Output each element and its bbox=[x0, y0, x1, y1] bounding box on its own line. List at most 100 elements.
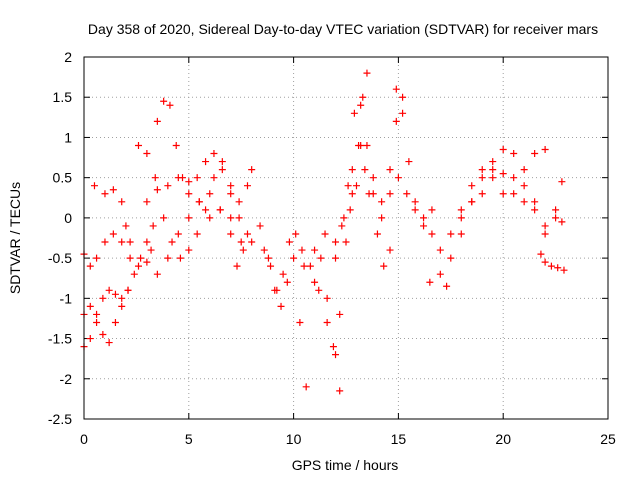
data-point bbox=[277, 302, 285, 310]
data-point bbox=[86, 262, 94, 270]
data-point bbox=[392, 85, 400, 93]
data-point bbox=[248, 238, 256, 246]
series-arc-10 bbox=[260, 230, 344, 395]
data-point bbox=[101, 190, 109, 198]
data-point bbox=[394, 174, 402, 182]
series-arc-18 bbox=[537, 250, 568, 274]
data-point bbox=[235, 214, 243, 222]
data-point bbox=[357, 101, 365, 109]
data-point bbox=[510, 150, 518, 158]
data-point bbox=[227, 190, 235, 198]
series-arc-15 bbox=[426, 146, 549, 286]
data-point bbox=[118, 198, 126, 206]
data-point bbox=[332, 351, 340, 359]
data-point bbox=[101, 238, 109, 246]
data-point bbox=[134, 141, 142, 149]
data-point bbox=[541, 146, 549, 154]
data-point bbox=[126, 254, 134, 262]
data-point bbox=[348, 190, 356, 198]
data-point bbox=[510, 190, 518, 198]
data-point bbox=[193, 174, 201, 182]
data-point bbox=[531, 150, 539, 158]
data-point bbox=[149, 222, 157, 230]
data-point bbox=[380, 262, 388, 270]
data-point bbox=[520, 198, 528, 206]
data-point bbox=[264, 254, 272, 262]
data-point bbox=[363, 69, 371, 77]
data-point bbox=[298, 246, 306, 254]
data-point bbox=[105, 286, 113, 294]
data-point bbox=[344, 182, 352, 190]
data-point bbox=[420, 214, 428, 222]
data-point bbox=[346, 206, 354, 214]
data-point bbox=[336, 310, 344, 318]
data-point bbox=[227, 182, 235, 190]
data-point bbox=[447, 230, 455, 238]
data-point bbox=[273, 286, 281, 294]
data-point bbox=[350, 109, 358, 117]
data-point bbox=[227, 230, 235, 238]
data-point bbox=[552, 214, 560, 222]
data-point bbox=[233, 262, 241, 270]
data-point bbox=[164, 254, 172, 262]
data-point bbox=[122, 222, 130, 230]
data-point bbox=[195, 198, 203, 206]
data-point bbox=[160, 97, 168, 105]
data-point bbox=[554, 264, 562, 272]
data-point bbox=[340, 214, 348, 222]
data-point bbox=[373, 230, 381, 238]
series-arc-16 bbox=[447, 166, 566, 238]
y-tick-label: -0.5 bbox=[48, 250, 72, 266]
data-point bbox=[510, 174, 518, 182]
data-point bbox=[206, 190, 214, 198]
data-point bbox=[537, 250, 545, 258]
data-point bbox=[428, 230, 436, 238]
data-point bbox=[329, 343, 337, 351]
series-arc-14 bbox=[346, 166, 451, 290]
data-point bbox=[436, 246, 444, 254]
data-point bbox=[352, 182, 360, 190]
data-point bbox=[457, 214, 465, 222]
data-point bbox=[468, 198, 476, 206]
data-point bbox=[86, 335, 94, 343]
data-point bbox=[210, 150, 218, 158]
data-point bbox=[369, 190, 377, 198]
data-point bbox=[137, 254, 145, 262]
data-point bbox=[478, 190, 486, 198]
data-point bbox=[118, 238, 126, 246]
data-point bbox=[243, 230, 251, 238]
data-point bbox=[558, 218, 566, 226]
series-arc-8 bbox=[153, 190, 245, 278]
data-point bbox=[202, 206, 210, 214]
data-point bbox=[336, 387, 344, 395]
data-point bbox=[239, 246, 247, 254]
data-point bbox=[411, 206, 419, 214]
data-point bbox=[531, 206, 539, 214]
data-point bbox=[153, 270, 161, 278]
data-point bbox=[143, 238, 151, 246]
data-point bbox=[176, 254, 184, 262]
data-point bbox=[296, 318, 304, 326]
data-point bbox=[111, 290, 119, 298]
y-tick-label: 1.5 bbox=[53, 89, 73, 105]
data-point bbox=[164, 182, 172, 190]
data-point bbox=[124, 286, 132, 294]
data-point bbox=[237, 238, 245, 246]
data-point bbox=[210, 174, 218, 182]
data-point bbox=[185, 190, 193, 198]
y-axis-label: SDTVAR / TECUs bbox=[7, 182, 23, 294]
x-tick-label: 15 bbox=[391, 431, 407, 447]
data-point bbox=[90, 182, 98, 190]
data-point bbox=[143, 150, 151, 158]
data-point bbox=[172, 141, 180, 149]
data-point bbox=[323, 318, 331, 326]
data-point bbox=[151, 174, 159, 182]
data-point bbox=[227, 214, 235, 222]
data-point bbox=[363, 141, 371, 149]
data-point bbox=[300, 262, 308, 270]
data-point bbox=[143, 258, 151, 266]
data-point bbox=[552, 206, 560, 214]
data-point bbox=[166, 101, 174, 109]
series-arc-4 bbox=[90, 182, 134, 246]
